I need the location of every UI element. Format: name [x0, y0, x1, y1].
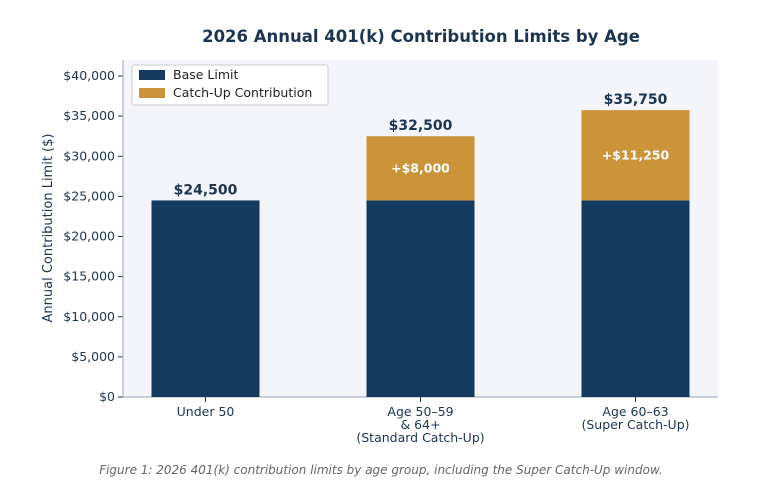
legend-label: Catch-Up Contribution [173, 85, 312, 100]
x-tick-label: Age 60–63 (Super Catch-Up) [581, 404, 689, 432]
y-axis-label: Annual Contribution Limit ($) [41, 134, 56, 323]
x-tick-line: (Standard Catch-Up) [356, 430, 484, 445]
bar-segment [581, 200, 690, 397]
y-tick-label: $25,000 [63, 188, 115, 203]
chart-title: 2026 Annual 401(k) Contribution Limits b… [202, 27, 640, 46]
x-tick-line: (Super Catch-Up) [581, 417, 689, 432]
y-tick-label: $15,000 [63, 269, 115, 284]
y-tick-label: $30,000 [63, 148, 115, 163]
legend-swatch [139, 88, 165, 98]
y-tick-label: $5,000 [71, 349, 115, 364]
x-tick-label: Under 50 [177, 404, 235, 419]
y-tick-label: $10,000 [63, 309, 115, 324]
bar-segment [366, 200, 475, 397]
y-tick-label: $35,000 [63, 108, 115, 123]
y-tick-label: $40,000 [63, 68, 115, 83]
y-tick-label: $0 [99, 389, 115, 404]
total-label: $35,750 [604, 92, 668, 108]
legend-label: Base Limit [173, 67, 238, 82]
bar-segment [366, 136, 475, 201]
bar-segment [581, 110, 690, 201]
total-label: $24,500 [174, 182, 238, 198]
x-tick-line: Age 60–63 [602, 404, 668, 419]
y-tick-label: $20,000 [63, 229, 115, 244]
segment-label: +$8,000 [391, 160, 450, 175]
segment-label: +$11,250 [602, 147, 670, 162]
caption: Figure 1: 2026 401(k) contribution limit… [99, 463, 663, 477]
x-tick-label: Age 50–59 & 64+ (Standard Catch-Up) [356, 404, 484, 445]
legend: Base Limit Catch-Up Contribution [131, 64, 329, 106]
total-label: $32,500 [389, 118, 453, 134]
legend-box [131, 64, 329, 106]
legend-swatch [139, 70, 165, 80]
x-tick-line: Age 50–59 [387, 404, 453, 419]
x-tick-line: Under 50 [177, 404, 235, 419]
x-tick-line: & 64+ [400, 417, 440, 432]
bar-segment [151, 200, 260, 397]
